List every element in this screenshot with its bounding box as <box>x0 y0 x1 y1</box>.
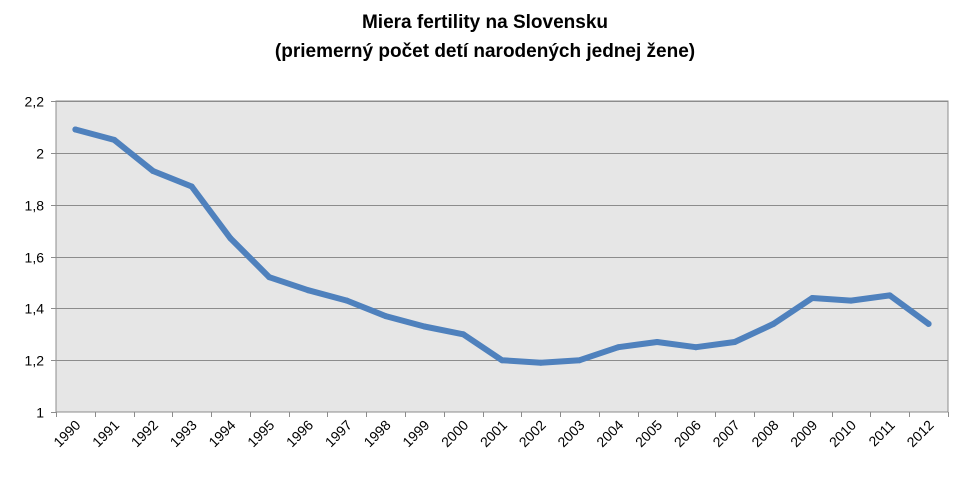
x-tick-label: 1995 <box>244 417 277 450</box>
plot-area <box>55 100 949 413</box>
x-tick-label: 2002 <box>516 417 549 450</box>
series-layer <box>72 126 932 366</box>
x-tick-label: 2000 <box>438 417 471 450</box>
y-tick-label: 1,8 <box>25 198 45 214</box>
data-point <box>654 339 661 345</box>
data-point <box>499 357 505 364</box>
x-axis-tick-labels: 1990 1991 1992 1993 1994 1995 1996 1997 1998 1999… <box>50 417 937 450</box>
x-tick-label: 2005 <box>632 417 665 450</box>
y-tick-label: 2 <box>36 146 44 162</box>
data-point <box>692 344 699 351</box>
data-point <box>266 274 273 281</box>
data-point <box>848 297 854 304</box>
axes <box>56 412 949 417</box>
data-point <box>227 235 234 242</box>
x-tick-label: 1997 <box>322 417 355 450</box>
data-point <box>925 320 932 327</box>
y-tick-label: 1,2 <box>25 353 45 369</box>
data-point <box>576 357 583 364</box>
data-point <box>111 136 118 143</box>
x-tick-label: 2012 <box>903 417 936 450</box>
y-tick-label: 1,4 <box>25 301 45 317</box>
data-point <box>188 183 195 190</box>
y-tick-label: 1,6 <box>25 250 45 266</box>
x-tick-label: 1991 <box>89 417 122 450</box>
x-tick-label: 1992 <box>128 417 161 450</box>
x-tick-label: 2004 <box>593 417 626 450</box>
data-point <box>731 339 738 345</box>
x-tick-label: 2007 <box>709 417 742 450</box>
chart-subtitle: (priemerný počet detí narodených jednej … <box>274 41 696 62</box>
data-point <box>150 168 156 174</box>
data-point <box>305 287 312 294</box>
data-point <box>770 320 777 327</box>
x-tick-label: 2011 <box>865 417 898 450</box>
data-point <box>343 297 350 304</box>
data-point <box>809 295 816 301</box>
x-tick-label: 1993 <box>167 417 200 450</box>
y-tick-label: 2,2 <box>25 94 45 110</box>
chart-title-block: Miera fertility na Slovensku (priemerný … <box>0 8 970 66</box>
x-tick-label: 1996 <box>283 417 316 450</box>
y-axis-tick-labels: 1 1,2 1,4 1,6 1,8 2 2,2 <box>25 94 45 421</box>
gridlines <box>51 101 948 413</box>
x-tick-label: 1990 <box>50 417 83 450</box>
x-tick-label: 1999 <box>399 417 432 450</box>
x-tick-label: 1994 <box>205 417 238 450</box>
x-tick-label: 1998 <box>360 417 393 450</box>
data-point <box>382 313 389 320</box>
data-point <box>886 292 893 299</box>
x-tick-label: 2003 <box>554 417 587 450</box>
y-tick-label: 1 <box>36 405 44 421</box>
chart-title: Miera fertility na Slovensku <box>361 12 609 33</box>
data-point <box>72 126 79 133</box>
x-tick-label: 2009 <box>787 417 820 450</box>
x-tick-label: 2001 <box>477 417 510 450</box>
data-point <box>537 359 544 366</box>
data-point <box>615 344 622 351</box>
data-point <box>460 331 467 338</box>
x-tick-label: 2006 <box>671 417 704 450</box>
data-point <box>421 323 428 330</box>
x-tick-label: 2010 <box>826 417 859 450</box>
x-tick-label: 2008 <box>748 417 781 450</box>
